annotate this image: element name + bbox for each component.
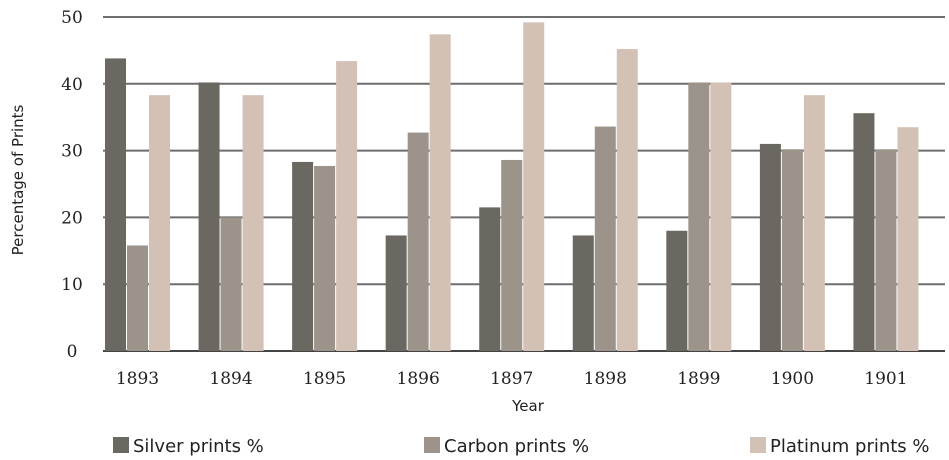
x-tick-label: 1901	[864, 369, 907, 389]
x-tick-labels: 1893 1894 1895 1896 1897 1898 1899 1900 1901	[116, 369, 908, 389]
x-tick-label: 1895	[303, 369, 346, 389]
bar-silver-1895	[292, 161, 314, 351]
y-tick-label: 50	[61, 8, 83, 28]
y-tick-label: 30	[61, 142, 83, 162]
y-tick-labels: 0 10 20 30 40 50	[61, 8, 83, 362]
bar-carbon-1898	[594, 126, 616, 351]
y-tick-label: 20	[61, 208, 83, 228]
bar-silver-1897	[479, 207, 501, 351]
bar-silver-1899	[666, 230, 688, 351]
bar-platinum-1893	[149, 95, 170, 351]
bar-carbon-1895	[314, 165, 336, 351]
bars	[105, 22, 919, 352]
x-tick-label: 1898	[584, 369, 627, 389]
legend: Silver prints % Carbon prints % Platinum p…	[113, 436, 930, 457]
bar-carbon-1901	[875, 149, 897, 351]
legend-label: Platinum prints %	[770, 436, 930, 457]
x-tick-label: 1899	[677, 369, 720, 389]
bar-carbon-1896	[407, 132, 429, 351]
y-axis-label: Percentage of Prints	[9, 104, 27, 255]
legend-swatch	[113, 437, 129, 453]
bar-silver-1900	[759, 143, 781, 351]
bar-platinum-1895	[336, 61, 358, 351]
x-tick-label: 1900	[771, 369, 814, 389]
x-axis-label: Year	[511, 397, 545, 415]
legend-swatch	[424, 437, 440, 453]
bar-silver-1894	[198, 82, 220, 352]
bar-platinum-1900	[803, 95, 825, 351]
bar-platinum-1897	[523, 22, 545, 352]
bar-platinum-1898	[616, 49, 638, 352]
bar-platinum-1901	[897, 127, 919, 351]
bar-carbon-1897	[501, 159, 523, 351]
bar-silver-1893	[105, 58, 126, 351]
y-tick-label: 0	[67, 342, 78, 362]
bar-carbon-1893	[127, 245, 148, 351]
bar-silver-1896	[385, 235, 407, 351]
bar-carbon-1894	[220, 217, 242, 351]
legend-label: Carbon prints %	[444, 436, 589, 457]
x-tick-label: 1896	[397, 369, 440, 389]
x-tick-label: 1894	[209, 369, 252, 389]
bar-platinum-1894	[242, 95, 264, 351]
bar-platinum-1899	[710, 82, 732, 352]
bar-silver-1901	[853, 113, 875, 351]
y-tick-label: 10	[61, 275, 83, 295]
bar-silver-1898	[572, 235, 594, 351]
bar-carbon-1900	[781, 149, 803, 351]
bar-carbon-1899	[688, 82, 710, 352]
bar-platinum-1896	[429, 34, 451, 351]
legend-label: Silver prints %	[133, 436, 264, 457]
x-tick-label: 1893	[116, 369, 159, 389]
y-tick-label: 40	[61, 75, 83, 95]
legend-swatch	[750, 437, 766, 453]
x-tick-label: 1897	[490, 369, 533, 389]
